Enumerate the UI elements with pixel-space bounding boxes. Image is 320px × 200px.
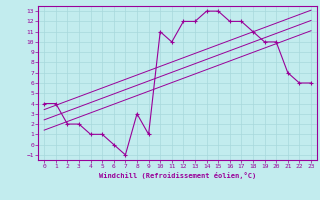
- X-axis label: Windchill (Refroidissement éolien,°C): Windchill (Refroidissement éolien,°C): [99, 172, 256, 179]
